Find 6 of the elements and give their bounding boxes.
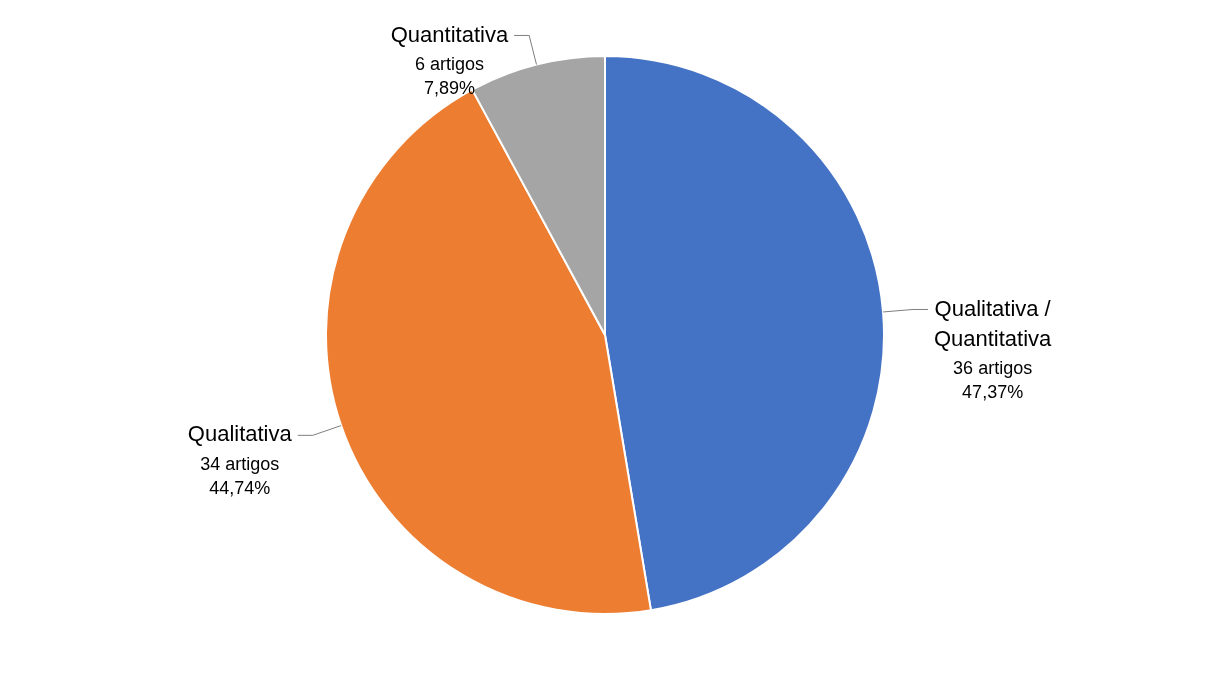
slice-label: Quantitativa: [390, 21, 509, 47]
data-label: 36 artigos 47,37%: [953, 358, 1033, 403]
data-label: 34 artigos 44,74%: [200, 454, 280, 499]
data-label: 6 artigos 7,89%: [414, 54, 484, 99]
slice-label: Qualitativa / Quantitativa: [933, 295, 1053, 351]
slice-label: Qualitativa: [187, 421, 293, 447]
